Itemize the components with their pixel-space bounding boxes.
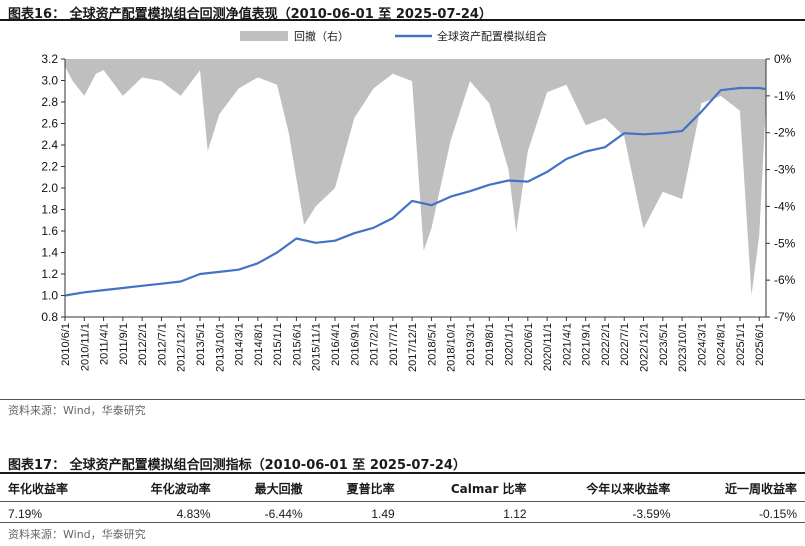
legend-drawdown-swatch — [240, 31, 288, 41]
value-max-drawdown: -6.44% — [264, 507, 303, 521]
x-tick-label: 2021/9/1 — [581, 323, 593, 366]
x-tick-label: 2017/12/1 — [407, 323, 419, 372]
right-tick-label: -3% — [774, 163, 796, 177]
x-tick-label: 2015/11/1 — [311, 323, 323, 371]
x-tick-label: 2017/2/1 — [369, 323, 381, 366]
value-ytd-return: -3.59% — [632, 507, 671, 521]
header-sharpe: 夏普比率 — [310, 478, 403, 502]
left-tick-label: 3.0 — [41, 74, 58, 88]
value-week-return: -0.15% — [758, 507, 797, 521]
x-tick-label: 2012/7/1 — [156, 323, 168, 366]
left-tick-label: 1.0 — [41, 289, 58, 303]
figure-16-title: 图表16： 全球资产配置模拟组合回测净值表现（2010-06-01 至 2025… — [8, 7, 492, 22]
title-rule-2 — [0, 472, 805, 474]
x-tick-label: 2024/3/1 — [696, 323, 708, 366]
x-tick-label: 2022/7/1 — [619, 323, 631, 366]
x-tick-label: 2019/8/1 — [484, 323, 496, 366]
metrics-table: 年化收益率 年化波动率 最大回撤 夏普比率 Calmar 比率 今年以来收益率 … — [0, 478, 805, 523]
right-tick-label: -2% — [774, 126, 796, 140]
x-tick-label: 2018/5/1 — [426, 323, 438, 366]
drawdown-area — [65, 59, 766, 295]
left-tick-label: 1.6 — [41, 224, 58, 238]
x-tick-label: 2018/10/1 — [446, 323, 458, 372]
value-calmar: 1.12 — [503, 507, 527, 521]
right-tick-label: -5% — [774, 236, 796, 250]
x-tick-label: 2010/11/1 — [79, 323, 91, 371]
x-tick-label: 2024/8/1 — [716, 323, 728, 366]
x-tick-label: 2012/12/1 — [176, 323, 188, 372]
header-annual-volatility: 年化波动率 — [109, 478, 219, 502]
right-tick-label: -6% — [774, 273, 796, 287]
right-tick-label: -7% — [774, 310, 796, 324]
x-tick-label: 2010/6/1 — [60, 323, 72, 366]
left-tick-label: 0.8 — [41, 310, 58, 324]
left-tick-label: 3.2 — [41, 52, 58, 66]
legend-nav-label: 全球资产配置模拟组合 — [437, 29, 547, 43]
x-tick-label: 2023/10/1 — [677, 323, 689, 372]
x-tick-label: 2011/4/1 — [99, 323, 111, 365]
x-tick-label: 2015/1/1 — [272, 323, 284, 366]
legend-drawdown-label: 回撤（右） — [294, 29, 349, 43]
x-tick-label: 2014/8/1 — [253, 323, 265, 366]
title-rule — [0, 19, 805, 21]
nav-drawdown-chart: 0.8 1.0 1.2 1.4 1.6 1.8 2.0 2.2 2.4 2.6 2.8 3.0 3.2 0… — [41, 29, 796, 372]
metrics-header-row: 年化收益率 年化波动率 最大回撤 夏普比率 Calmar 比率 今年以来收益率 … — [0, 478, 805, 502]
header-max-drawdown: 最大回撤 — [218, 478, 311, 502]
left-tick-label: 2.8 — [41, 95, 58, 109]
right-tick-label: 0% — [774, 52, 792, 66]
value-annual-volatility: 4.83% — [176, 507, 211, 521]
header-annual-return: 年化收益率 — [0, 478, 110, 502]
x-tick-label: 2025/6/1 — [754, 323, 766, 366]
x-tick-label: 2019/3/1 — [465, 323, 477, 366]
x-tick-label: 2014/3/1 — [234, 323, 246, 366]
left-tick-label: 1.8 — [41, 203, 58, 217]
left-tick-label: 2.2 — [41, 160, 58, 174]
x-tick-label: 2020/11/1 — [542, 323, 554, 371]
value-annual-return: 7.19% — [8, 507, 43, 521]
x-tick-label: 2025/1/1 — [735, 323, 747, 366]
left-tick-label: 1.2 — [41, 267, 58, 281]
right-tick-label: -1% — [774, 89, 796, 103]
x-tick-label: 2021/4/1 — [561, 323, 573, 366]
x-tick-label: 2016/9/1 — [349, 323, 361, 366]
header-calmar: Calmar 比率 — [402, 478, 535, 502]
nav-line — [64, 86, 767, 297]
value-sharpe: 1.49 — [371, 507, 395, 521]
x-tick-label: 2017/7/1 — [388, 323, 400, 366]
left-tick-label: 2.0 — [41, 181, 58, 195]
x-tick-label: 2022/2/1 — [600, 323, 612, 366]
right-tick-label: -4% — [774, 199, 796, 213]
x-tick-label: 2013/10/1 — [214, 323, 226, 372]
header-ytd-return: 今年以来收益率 — [534, 478, 679, 502]
x-tick-label: 2020/6/1 — [523, 323, 535, 366]
header-week-return: 近一周收益率 — [678, 478, 805, 502]
x-tick-label: 2013/5/1 — [195, 323, 207, 366]
x-tick-label: 2011/9/1 — [118, 323, 130, 365]
left-tick-label: 2.6 — [41, 117, 58, 131]
x-tick-label: 2012/2/1 — [137, 323, 149, 366]
source-rule-2 — [0, 522, 805, 523]
source-rule — [0, 399, 805, 400]
left-tick-label: 1.4 — [41, 246, 58, 260]
metrics-value-row: 7.19% 4.83% -6.44% 1.49 1.12 -3.59% -0.1… — [0, 502, 805, 524]
x-tick-label: 2016/4/1 — [330, 323, 342, 366]
x-tick-label: 2020/1/1 — [504, 323, 516, 366]
x-tick-label: 2015/6/1 — [291, 323, 303, 366]
figure-16-source: 资料来源：Wind，华泰研究 — [8, 404, 146, 417]
x-tick-label: 2023/5/1 — [658, 323, 670, 366]
x-tick-label: 2022/12/1 — [639, 323, 651, 372]
left-tick-label: 2.4 — [41, 138, 58, 152]
figure-17-source: 资料来源：Wind，华泰研究 — [8, 528, 146, 541]
figure-17-title: 图表17： 全球资产配置模拟组合回测指标（2010-06-01 至 2025-0… — [8, 458, 466, 473]
